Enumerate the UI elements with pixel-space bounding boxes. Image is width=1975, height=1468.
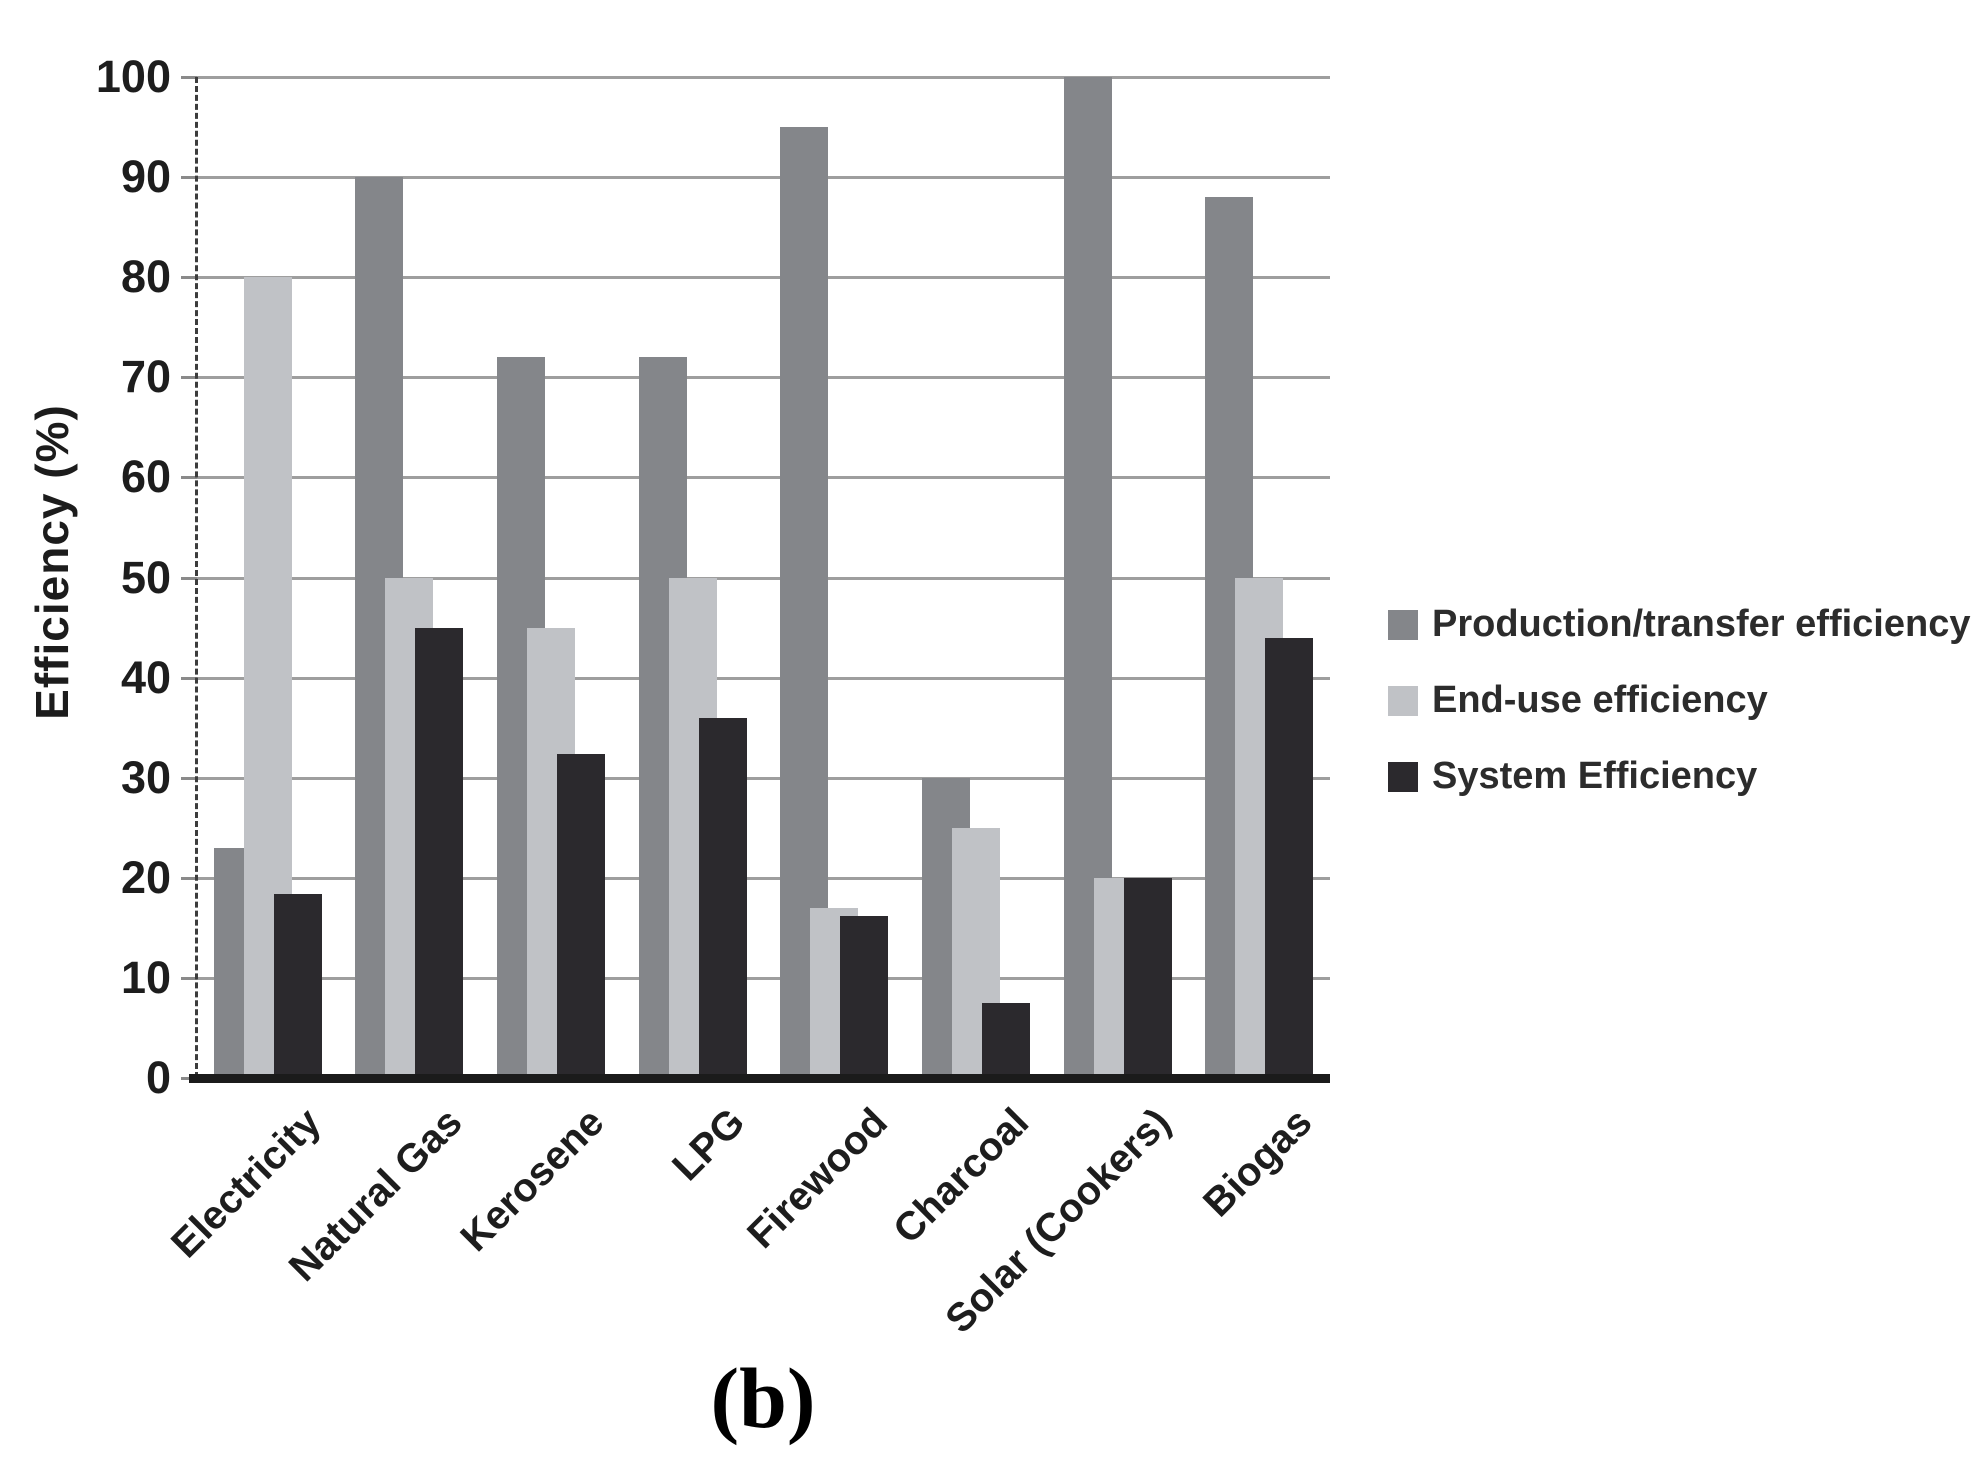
y-tick-mark [181, 276, 197, 280]
y-tick-mark [181, 176, 197, 180]
y-tick-label: 90 [120, 151, 171, 203]
y-tick-mark [181, 976, 197, 980]
y-tick-mark [181, 576, 197, 580]
y-gridline [197, 376, 1330, 380]
legend-label: Production/transfer efficiency [1432, 603, 1971, 645]
y-tick-label: 50 [120, 551, 171, 603]
y-gridline [197, 976, 1330, 980]
y-tick-mark [181, 676, 197, 680]
bar-firewood-s2 [840, 915, 889, 1078]
x-tick-label: Kerosene [452, 1100, 613, 1261]
legend-item: System Efficiency [1388, 754, 1970, 799]
y-gridline [197, 176, 1330, 180]
y-tick-mark [181, 476, 197, 480]
figure-caption: (b) [710, 1350, 816, 1446]
bar-electricity-s2 [273, 893, 322, 1078]
x-tick-label: Firewood [738, 1100, 896, 1257]
x-axis-line [189, 1074, 1330, 1083]
y-tick-label: 60 [120, 451, 171, 503]
y-tick-mark [181, 876, 197, 880]
y-tick-label: 0 [145, 1052, 171, 1103]
legend-item: Production/transfer efficiency [1388, 602, 1970, 647]
y-tick-mark [181, 376, 197, 380]
bar-kerosene-s2 [557, 753, 606, 1078]
x-tick-label: Biogas [1194, 1100, 1321, 1226]
y-gridline [197, 776, 1330, 780]
legend: Production/transfer efficiency End-use ef… [1388, 602, 1970, 830]
bar-solar-cookers--s2 [1123, 877, 1172, 1078]
y-tick-mark [181, 776, 197, 780]
y-gridline [197, 476, 1330, 480]
legend-swatch-icon [1388, 685, 1418, 716]
legend-label: System Efficiency [1432, 755, 1758, 797]
bar-biogas-s2 [1265, 637, 1314, 1078]
bar-charcoal-s2 [981, 1002, 1030, 1078]
y-gridline [197, 276, 1330, 280]
y-gridline [197, 676, 1330, 680]
y-tick-label: 20 [120, 851, 171, 903]
y-tick-label: 100 [95, 51, 171, 102]
y-tick-label: 80 [120, 251, 171, 303]
y-gridline [197, 576, 1330, 580]
bar-lpg-s2 [698, 717, 747, 1078]
legend-item: End-use efficiency [1388, 678, 1970, 723]
y-axis-line [195, 77, 198, 1078]
y-tick-label: 10 [120, 951, 171, 1003]
x-tick-label: Charcoal [884, 1100, 1038, 1253]
bar-natural-gas-s2 [415, 627, 464, 1078]
y-gridline [197, 876, 1330, 880]
y-tick-mark [181, 76, 197, 79]
y-tick-label: 40 [120, 651, 171, 703]
legend-swatch-icon [1388, 609, 1418, 640]
y-gridline [197, 76, 1330, 79]
x-tick-label: LPG [664, 1100, 754, 1190]
y-tick-label: 70 [120, 351, 171, 403]
y-tick-label: 30 [120, 751, 171, 803]
legend-swatch-icon [1388, 761, 1418, 792]
legend-label: End-use efficiency [1432, 679, 1768, 721]
